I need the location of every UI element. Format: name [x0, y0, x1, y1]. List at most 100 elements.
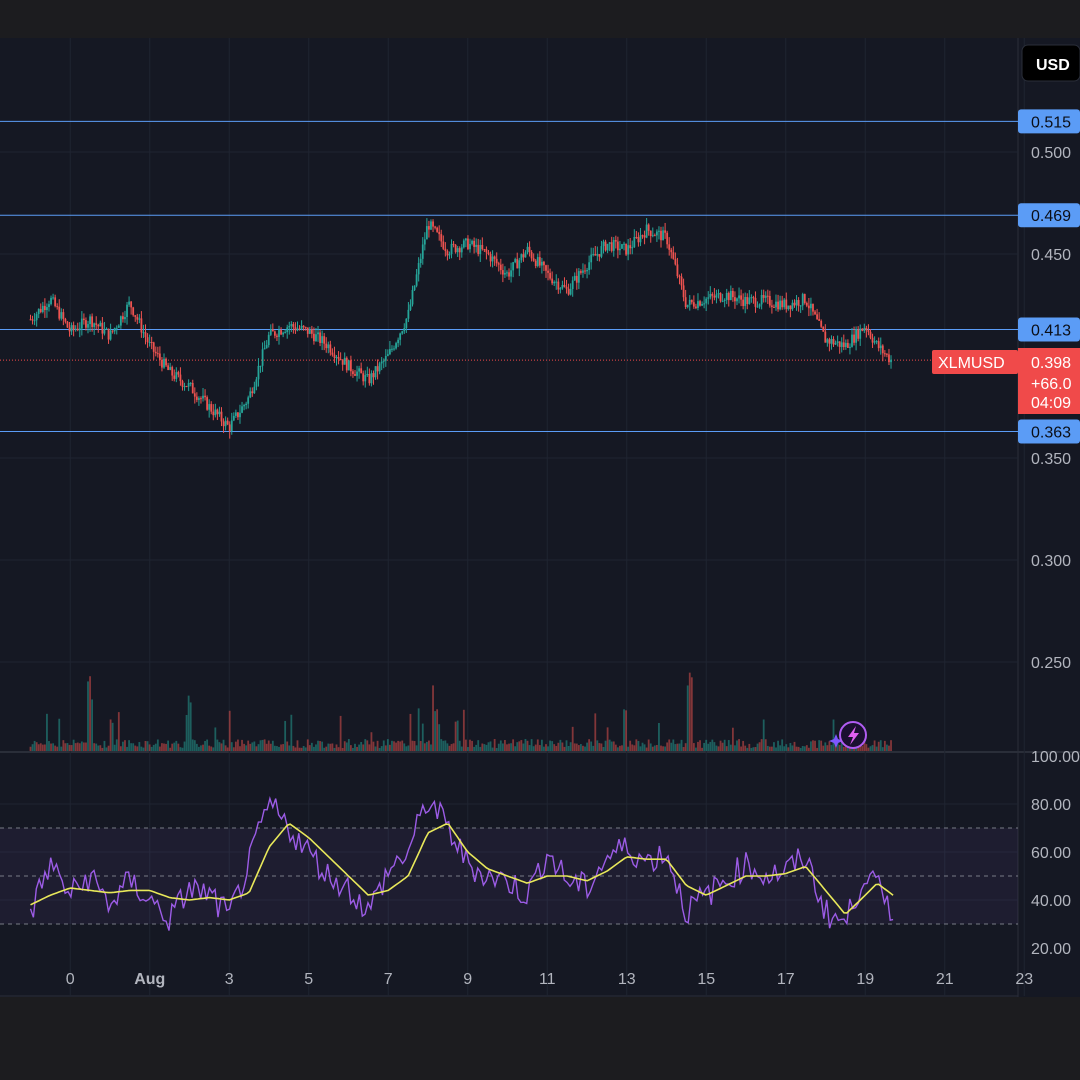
candle-body	[315, 334, 317, 342]
volume-bar	[142, 747, 145, 751]
candle-body	[261, 349, 264, 366]
sparkle-icon[interactable]	[829, 734, 843, 748]
candle-body	[347, 360, 350, 371]
candle-body	[329, 344, 332, 353]
candle-body	[251, 391, 254, 394]
candle-body	[386, 354, 389, 356]
candle-body	[682, 285, 685, 298]
candle-body	[50, 297, 52, 305]
candle-body	[871, 337, 874, 343]
volume-bar	[469, 739, 471, 751]
volume-bar	[360, 741, 363, 751]
candle-body	[575, 275, 578, 283]
volume-bar	[237, 739, 239, 751]
candle-body	[863, 327, 866, 331]
bolt-icon[interactable]	[839, 721, 867, 749]
candle-body	[273, 331, 276, 336]
candle-body	[797, 299, 800, 306]
volume-bar	[830, 744, 833, 751]
volume-bar	[627, 746, 630, 751]
rsi-tick-label: 60.00	[1031, 845, 1071, 862]
volume-bar	[752, 747, 755, 751]
volume-bar	[333, 747, 336, 751]
volume-bar	[680, 739, 683, 751]
candle-body	[415, 274, 418, 286]
volume-bar	[836, 741, 839, 751]
volume-bar	[187, 695, 190, 751]
candle-body	[308, 329, 311, 334]
candle-body	[524, 252, 527, 258]
volume-bar	[713, 742, 716, 751]
candle-body	[504, 272, 506, 275]
candle-body	[678, 276, 681, 278]
volume-bar	[382, 740, 385, 751]
volume-bar	[526, 740, 529, 751]
candle-body	[171, 367, 174, 376]
candle-body	[278, 330, 280, 337]
volume-bar	[407, 745, 410, 751]
candle-body	[144, 332, 147, 338]
volume-bar	[130, 743, 133, 751]
price-change-label: +66.0	[1031, 376, 1072, 393]
volume-bar	[226, 747, 229, 751]
volume-bar	[775, 747, 777, 751]
level-price-tags[interactable]: 0.515 0.469 0.413 0.363	[1018, 109, 1080, 444]
volume-bar	[315, 744, 317, 751]
volume-bar	[807, 747, 810, 751]
horizontal-levels[interactable]	[0, 120, 1080, 432]
candle-body	[464, 238, 467, 241]
candle-body	[169, 367, 172, 370]
volume-bar	[95, 743, 98, 751]
candle-body	[481, 244, 484, 250]
currency-button[interactable]: USD	[1021, 44, 1080, 82]
candle-body	[840, 342, 843, 347]
volume-bar	[508, 743, 510, 751]
candle-body	[247, 397, 250, 404]
candle-body	[321, 336, 324, 343]
volume-bar	[161, 743, 163, 751]
volume-bar	[37, 744, 40, 751]
candle-body	[699, 301, 701, 306]
volume-bar	[549, 740, 551, 751]
volume-bar	[29, 746, 32, 751]
date-axis-ticks: 0 Aug 3 5 7 9 11 13 15 17 19 21 23	[66, 971, 1033, 988]
volume-bar	[559, 739, 562, 751]
candle-body	[619, 248, 621, 251]
volume-bar	[738, 739, 740, 751]
candle-body	[156, 353, 159, 355]
candle-body	[701, 303, 703, 306]
level-price-tag[interactable]	[1018, 419, 1080, 444]
volume-bar	[886, 744, 888, 751]
volume-bar	[801, 745, 804, 751]
candle-body	[877, 341, 880, 349]
volume-bar	[501, 743, 504, 751]
volume-bar	[271, 740, 274, 751]
volume-bar	[495, 747, 498, 751]
candle-body	[686, 304, 689, 308]
candle-body	[643, 235, 646, 238]
candle-body	[596, 254, 599, 256]
candle-body	[865, 327, 868, 331]
volume-bar	[754, 747, 757, 751]
volume-bar	[598, 743, 601, 751]
candle-body	[569, 288, 572, 295]
candle-body	[222, 421, 225, 427]
level-price-tag[interactable]	[1018, 317, 1080, 342]
level-price-tag[interactable]	[1018, 203, 1080, 228]
candle-body	[218, 411, 221, 415]
candle-body	[442, 241, 445, 249]
candle-body	[766, 295, 769, 297]
candle-body	[561, 284, 564, 289]
candle-body	[768, 296, 771, 306]
volume-bar	[456, 720, 459, 751]
candle-body	[744, 297, 747, 306]
candle-body	[664, 230, 667, 233]
volume-bar	[438, 724, 441, 751]
candle-body	[676, 264, 679, 277]
candle-body	[95, 323, 98, 325]
volume-bar	[635, 739, 638, 751]
level-price-tag[interactable]	[1018, 109, 1080, 134]
candle-body	[234, 412, 237, 416]
countdown-label: 04:09	[1031, 395, 1071, 412]
